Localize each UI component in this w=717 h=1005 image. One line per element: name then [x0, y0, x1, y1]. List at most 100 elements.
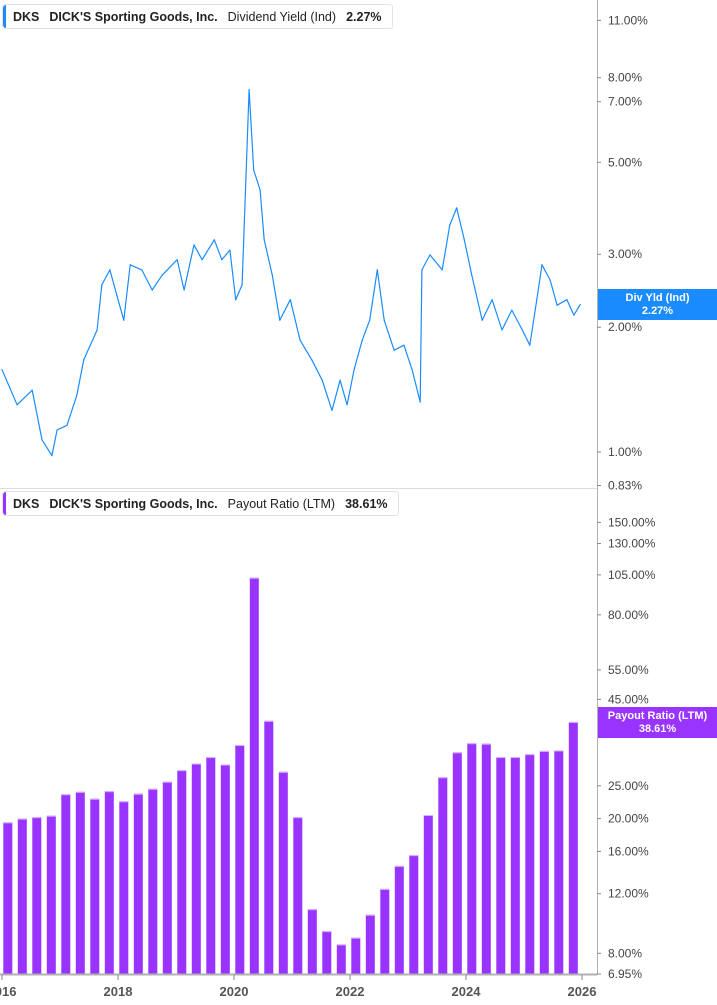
- payout-ratio-bar: [322, 931, 332, 974]
- dividend-yield-point: [529, 344, 531, 346]
- dividend-yield-point: [331, 409, 333, 411]
- payout-ratio-bar-cap: [17, 818, 27, 820]
- dividend-yield-point: [161, 274, 163, 276]
- payout-ratio-bar-cap: [481, 743, 491, 745]
- y-tick-label: 55.00%: [608, 663, 649, 677]
- payout-ratio-bar-cap: [46, 815, 56, 817]
- payout-ratio-bar-cap: [235, 745, 245, 747]
- dividend-yield-point: [521, 329, 523, 331]
- dividend-yield-point: [253, 169, 255, 171]
- series-color-marker: [3, 5, 6, 28]
- y-tick-label: 5.00%: [608, 155, 642, 169]
- payout-ratio-bar: [75, 791, 85, 974]
- payout-ratio-bar: [17, 818, 27, 974]
- payout-ratio-bar: [119, 801, 129, 974]
- payout-ratio-bar-cap: [162, 781, 172, 783]
- payout-ratio-bar-cap: [322, 931, 332, 933]
- payout-ratio-bar-cap: [568, 721, 578, 723]
- y-tick-label: 6.95%: [608, 967, 642, 981]
- dividend-yield-legend[interactable]: DKS DICK'S Sporting Goods, Inc. Dividend…: [2, 4, 393, 29]
- x-tick-label: 2020: [220, 984, 249, 999]
- payout-ratio-bar: [409, 855, 419, 974]
- dividend-yield-point: [421, 269, 423, 271]
- dividend-yield-point: [536, 299, 538, 301]
- dividend-yield-point: [481, 319, 483, 321]
- payout-ratio-bar-cap: [206, 757, 216, 759]
- payout-ratio-pane: [3, 577, 578, 974]
- payout-ratio-bar: [554, 750, 564, 974]
- dividend-yield-point: [383, 319, 385, 321]
- dividend-yield-point: [339, 379, 341, 381]
- payout-ratio-bar-cap: [351, 937, 361, 939]
- payout-ratio-bar: [452, 752, 462, 974]
- payout-ratio-bar-cap: [554, 750, 564, 752]
- dividend-yield-point: [176, 259, 178, 261]
- payout-ratio-bar-cap: [32, 817, 42, 819]
- payout-ratio-bar: [264, 720, 274, 974]
- dividend-yield-point: [229, 249, 231, 251]
- payout-ratio-bar-cap: [307, 909, 317, 911]
- axes: 11.00% 8.00% 7.00% 5.00% 3.00% 2.00% 1.00% 0.83…: [0, 0, 656, 999]
- dividend-yield-point: [151, 289, 153, 291]
- dividend-yield-point: [289, 299, 291, 301]
- dividend-yield-point: [491, 299, 493, 301]
- payout-ratio-bar-cap: [423, 814, 433, 816]
- payout-ratio-bar: [467, 743, 477, 974]
- payout-ratio-bar: [235, 745, 245, 974]
- payout-ratio-bar: [496, 757, 506, 974]
- dividend-yield-point: [76, 394, 78, 396]
- dividend-yield-point: [96, 329, 98, 331]
- series-color-marker: [3, 492, 6, 515]
- badge-value: 2.27%: [641, 305, 674, 317]
- dividend-yield-line: [1, 89, 581, 457]
- payout-ratio-bar-cap: [539, 750, 549, 752]
- dividend-yield-point: [321, 379, 323, 381]
- payout-ratio-bar-cap: [90, 798, 100, 800]
- dividend-yield-point: [141, 269, 143, 271]
- dividend-yield-point: [271, 274, 273, 276]
- payout-ratio-bar-cap: [191, 763, 201, 765]
- payout-ratio-bar: [351, 937, 361, 974]
- y-tick-label: 2.00%: [608, 320, 642, 334]
- payout-ratio-bar-cap: [496, 757, 506, 759]
- payout-ratio-bar-cap: [119, 801, 129, 803]
- legend-company: DICK'S Sporting Goods, Inc.: [49, 9, 218, 24]
- y-tick-label: 105.00%: [608, 568, 656, 582]
- payout-ratio-bar: [220, 764, 230, 974]
- payout-ratio-bar: [61, 794, 71, 974]
- y-tick-label: 150.00%: [608, 515, 656, 529]
- dividend-yield-point: [221, 259, 223, 261]
- payout-ratio-legend[interactable]: DKS DICK'S Sporting Goods, Inc. Payout R…: [2, 491, 399, 516]
- payout-ratio-bar-cap: [3, 822, 13, 824]
- y-tick-label: 130.00%: [608, 536, 656, 550]
- x-tick-label: 2022: [336, 984, 365, 999]
- dividend-yield-point: [51, 455, 53, 457]
- y-tick-label: 80.00%: [608, 608, 649, 622]
- dividend-yield-point: [549, 279, 551, 281]
- dividend-yield-point: [56, 429, 58, 431]
- y-tick-label: 3.00%: [608, 247, 642, 261]
- dividend-yield-point: [449, 224, 451, 226]
- y-tick-label: 45.00%: [608, 692, 649, 706]
- dividend-yield-point: [441, 269, 443, 271]
- dividend-yield-point: [193, 244, 195, 246]
- payout-ratio-bar-cap: [525, 754, 535, 756]
- dividend-yield-point: [419, 401, 421, 403]
- dividend-yield-point: [83, 359, 85, 361]
- legend-ticker: DKS: [13, 9, 40, 24]
- payout-ratio-bar-cap: [61, 794, 71, 796]
- legend-metric: Payout Ratio (LTM): [227, 496, 336, 511]
- payout-ratio-bar: [46, 815, 56, 974]
- y-tick-label: 20.00%: [608, 812, 649, 826]
- dividend-yield-point: [361, 339, 363, 341]
- badge-value: 38.61%: [638, 723, 677, 735]
- dividend-yield-point: [235, 299, 237, 301]
- dividend-yield-point: [566, 299, 568, 301]
- y-tick-label: 0.83%: [608, 479, 642, 493]
- payout-ratio-bar: [365, 914, 375, 974]
- payout-ratio-bar-cap: [264, 720, 274, 722]
- payout-ratio-bar-cap: [452, 752, 462, 754]
- dividend-yield-point: [248, 88, 250, 91]
- dividend-yield-point: [429, 254, 431, 256]
